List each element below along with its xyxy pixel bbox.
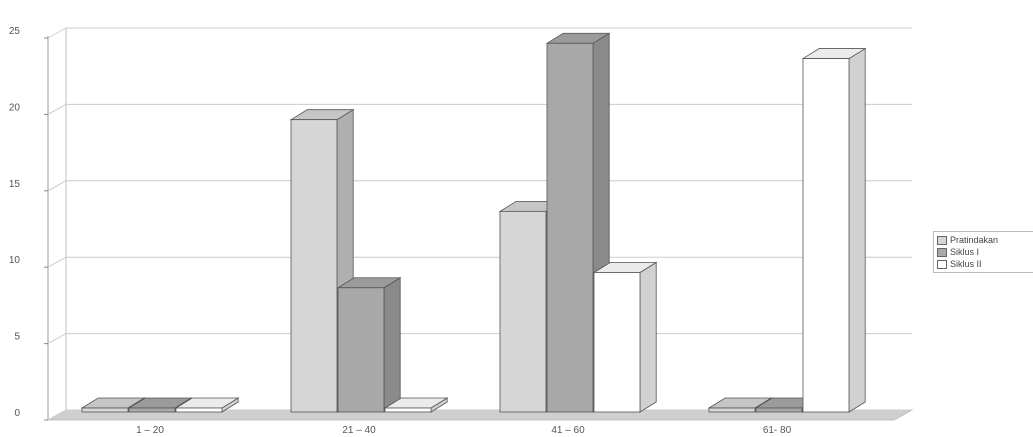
- legend-swatch-siklus-i: [937, 247, 947, 257]
- legend-label-siklus-i: Siklus I: [950, 247, 980, 257]
- gridline-diagonal: [47, 256, 67, 268]
- y-tick-label: 15: [9, 179, 21, 190]
- x-tick-label-61-80: 61- 80: [763, 425, 792, 436]
- gridline-diagonal: [47, 333, 67, 345]
- x-tick-label-1-20: 1 – 20: [136, 425, 164, 436]
- x-tick-label-41-60: 41 – 60: [551, 425, 585, 436]
- legend: Pratindakan Siklus I Siklus II: [933, 231, 1033, 273]
- legend-item-siklus-i: Siklus I: [937, 246, 1033, 258]
- legend-swatch-siklus-ii: [937, 259, 947, 269]
- legend-item-pratindakan: Pratindakan: [937, 234, 1033, 246]
- y-tick-label: 0: [14, 408, 20, 419]
- gridline-diagonal: [47, 180, 67, 192]
- y-tick-label: 20: [9, 102, 21, 113]
- y-tick-label: 10: [9, 255, 21, 266]
- y-tick-label: 25: [9, 26, 21, 37]
- bar-siklus-i-21-40: [336, 277, 402, 413]
- bars: [80, 32, 867, 413]
- bar-siklus-ii-41-60: [592, 261, 658, 413]
- gridline-diagonal: [47, 409, 67, 421]
- x-axis-labels: 1 – 20 21 – 40 41 – 60 61- 80: [136, 425, 792, 436]
- y-axis-ticks: 0 5 10 15 20 25: [9, 26, 48, 421]
- legend-swatch-pratindakan: [937, 235, 947, 245]
- bar-siklus-ii-61-80: [801, 47, 867, 413]
- legend-label-pratindakan: Pratindakan: [950, 235, 999, 245]
- y-tick-label: 5: [14, 332, 20, 343]
- legend-item-siklus-ii: Siklus II: [937, 258, 1033, 270]
- chart-floor: [46, 28, 914, 421]
- legend-label-siklus-ii: Siklus II: [950, 259, 982, 269]
- bar-siklus-ii-1-20: [174, 397, 240, 413]
- bar-siklus-ii-21-40: [383, 397, 449, 413]
- gridline-diagonal: [47, 103, 67, 115]
- x-tick-label-21-40: 21 – 40: [342, 425, 376, 436]
- gridline-diagonal: [47, 27, 67, 39]
- gridlines: [47, 27, 912, 421]
